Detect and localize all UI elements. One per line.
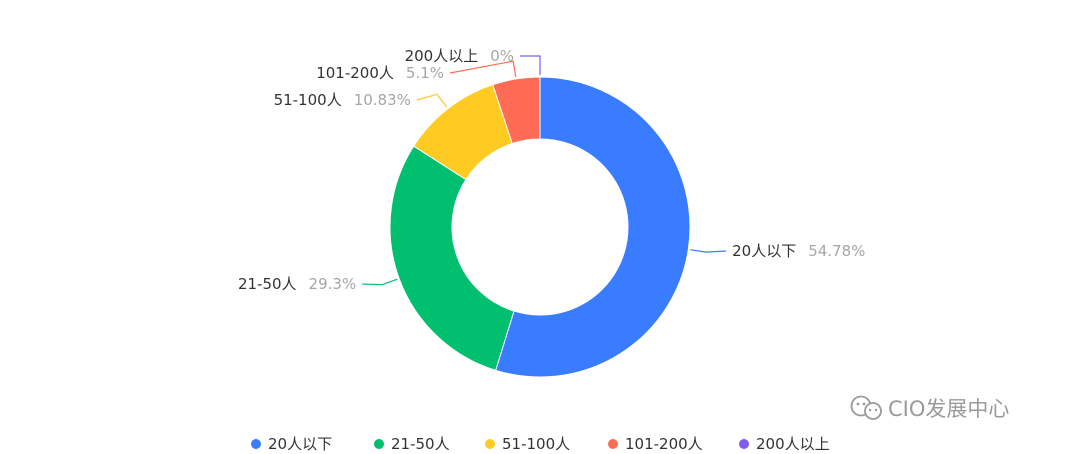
leader-line-101-200	[449, 60, 517, 78]
slice-label-name: 20人以下	[732, 242, 796, 260]
slice-label-value: 29.3%	[309, 275, 357, 293]
leader-line-20-or-fewer	[690, 249, 727, 253]
slice-label-value: 10.83%	[354, 91, 411, 109]
slice-label-value: 54.78%	[808, 242, 865, 260]
watermark: CIO发展中心	[850, 395, 1009, 421]
wechat-icon	[850, 395, 882, 420]
slice-label-20-or-fewer: 20人以下 54.78%	[732, 242, 865, 260]
slice-20-or-fewer	[495, 76, 691, 378]
legend-label: 51-100人	[502, 435, 570, 453]
leader-line-21-50	[362, 278, 398, 286]
slice-label-name: 21-50人	[238, 275, 297, 293]
legend-marker	[251, 439, 261, 449]
legend: 20人以下 21-50人 51-100人 101-200人 200人以上	[251, 435, 830, 453]
label-leaders	[362, 55, 727, 286]
legend-marker	[739, 439, 749, 449]
slice-label-value: 5.1%	[406, 64, 444, 82]
legend-label: 20人以下	[268, 435, 332, 453]
legend-marker	[485, 439, 495, 449]
watermark-text: CIO发展中心	[888, 397, 1009, 421]
legend-label: 21-50人	[391, 435, 450, 453]
slice-labels: 20人以下 54.78% 21-50人 29.3% 51-100人 10.83% 101-2…	[238, 47, 865, 293]
legend-label: 101-200人	[625, 435, 703, 453]
legend-item-20-or-fewer[interactable]: 20人以下	[251, 435, 332, 453]
slice-label-name: 51-100人	[274, 91, 342, 109]
leader-line-200-plus	[520, 55, 541, 75]
slice-label-200-plus: 200人以上 0%	[405, 47, 514, 65]
donut-slices	[389, 76, 691, 378]
legend-item-51-100[interactable]: 51-100人	[485, 435, 570, 453]
slice-101-200	[492, 76, 541, 145]
legend-item-101-200[interactable]: 101-200人	[608, 435, 703, 453]
legend-item-200-plus[interactable]: 200人以上	[739, 435, 830, 453]
slice-label-51-100: 51-100人 10.83%	[274, 91, 411, 109]
legend-marker	[608, 439, 618, 449]
slice-label-21-50: 21-50人 29.3%	[238, 275, 356, 293]
slice-label-value: 0%	[490, 47, 514, 65]
legend-marker	[374, 439, 384, 449]
slice-label-name: 101-200人	[316, 64, 394, 82]
slice-label-101-200: 101-200人 5.1%	[316, 64, 444, 82]
legend-label: 200人以上	[756, 435, 830, 453]
slice-21-50	[389, 145, 515, 371]
slice-label-name: 200人以上	[405, 47, 479, 65]
leader-line-51-100	[416, 93, 448, 108]
legend-item-21-50[interactable]: 21-50人	[374, 435, 450, 453]
